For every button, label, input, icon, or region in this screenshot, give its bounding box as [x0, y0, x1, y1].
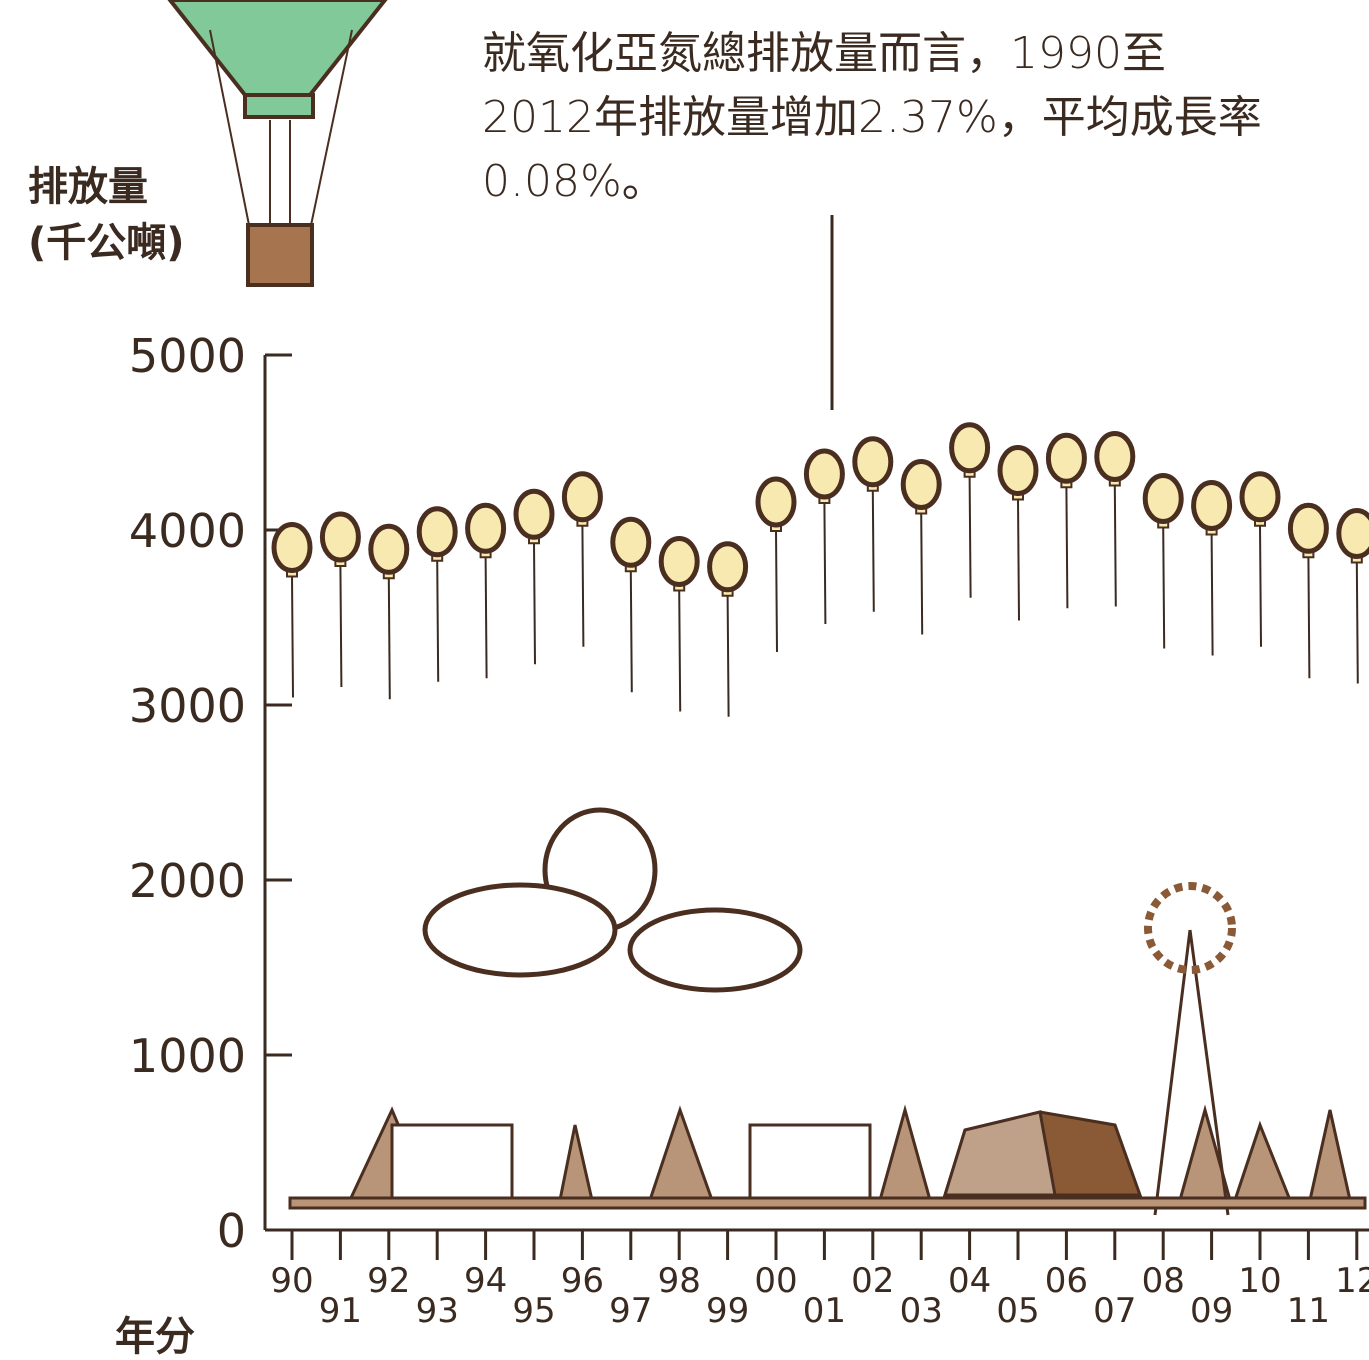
balloon	[658, 536, 700, 587]
balloon	[707, 541, 749, 593]
x-tick-label: 01	[803, 1291, 846, 1331]
x-tick-label: 12	[1335, 1261, 1369, 1301]
balloon-string	[291, 575, 294, 698]
balloon-string	[1113, 484, 1117, 607]
balloon-string	[484, 556, 488, 679]
balloon	[852, 436, 894, 488]
balloon-string	[726, 594, 730, 717]
balloon-string	[1307, 556, 1311, 679]
x-tick-label: 09	[1190, 1291, 1233, 1331]
x-tick-label: 07	[1093, 1291, 1136, 1331]
balloon	[1094, 431, 1136, 482]
balloon	[1336, 508, 1369, 559]
balloon-string	[1259, 524, 1262, 647]
x-tick-label: 08	[1142, 1261, 1185, 1301]
balloon	[900, 459, 942, 510]
balloon	[561, 471, 603, 523]
y-axis-label: (千公噸)	[28, 220, 185, 266]
balloon-string	[1065, 486, 1069, 609]
balloon-string	[436, 559, 440, 682]
balloon	[368, 523, 410, 575]
y-tick-label: 2000	[129, 854, 246, 908]
balloon	[949, 422, 991, 474]
balloon	[416, 506, 458, 558]
x-tick-label: 10	[1238, 1261, 1281, 1301]
balloon-string	[1210, 533, 1214, 656]
balloon	[610, 516, 652, 568]
balloon-string	[775, 529, 778, 653]
x-tick-label: 98	[658, 1261, 701, 1301]
balloon-string	[533, 542, 536, 665]
balloon	[997, 445, 1039, 496]
balloon-string	[1162, 526, 1166, 649]
y-tick-label: 5000	[129, 329, 246, 383]
x-tick-label: 93	[416, 1291, 459, 1331]
balloon	[513, 488, 555, 540]
balloon	[755, 476, 797, 528]
balloon	[1045, 432, 1087, 484]
balloon-string	[920, 512, 924, 635]
x-tick-label: 02	[851, 1261, 894, 1301]
balloon-string	[1355, 561, 1359, 684]
x-tick-label: 94	[464, 1261, 507, 1301]
x-tick-label: 91	[319, 1291, 362, 1331]
balloon-string	[581, 524, 585, 647]
y-tick-label: 3000	[129, 679, 246, 733]
balloon	[803, 448, 845, 500]
balloon	[1239, 471, 1281, 523]
balloon	[1191, 480, 1233, 531]
hot-air-balloon	[167, 0, 388, 287]
balloon	[465, 502, 507, 554]
y-tick-label: 4000	[129, 504, 246, 558]
x-tick-label: 04	[948, 1261, 991, 1301]
x-tick-label: 99	[706, 1291, 749, 1331]
x-tick-label: 90	[270, 1261, 313, 1301]
annotation: 0.08%。	[482, 156, 666, 207]
x-axis-label: 年分	[115, 1314, 195, 1360]
balloon	[319, 511, 361, 563]
balloon-string	[387, 577, 391, 700]
balloon	[1287, 502, 1329, 554]
x-tick-label: 97	[609, 1291, 652, 1331]
x-tick-label: 11	[1287, 1291, 1330, 1331]
balloon-string	[339, 564, 343, 688]
x-tick-label: 96	[561, 1261, 604, 1301]
balloon-string	[629, 570, 633, 693]
annotation: 就氧化亞氮總排放量而言，1990至	[482, 28, 1166, 79]
y-axis-label: 排放量	[28, 164, 148, 210]
y-tick-label: 0	[217, 1204, 246, 1258]
balloon	[1142, 473, 1184, 524]
x-tick-label: 92	[367, 1261, 410, 1301]
balloon	[271, 522, 313, 573]
x-tick-label: 05	[996, 1291, 1039, 1331]
x-tick-label: 06	[1045, 1261, 1088, 1301]
farm	[288, 882, 1367, 1216]
balloon-string	[1017, 498, 1020, 621]
y-tick-label: 1000	[129, 1029, 246, 1083]
x-tick-label: 03	[900, 1291, 943, 1331]
clouds	[422, 807, 803, 993]
balloon-string	[678, 589, 682, 712]
x-tick-label: 00	[754, 1261, 797, 1301]
annotation: 2012年排放量增加2.37%，平均成長率	[482, 92, 1262, 143]
x-tick-label: 95	[512, 1291, 555, 1331]
balloon-string	[871, 489, 875, 612]
balloon-string	[968, 475, 972, 598]
balloon-string	[823, 501, 827, 625]
